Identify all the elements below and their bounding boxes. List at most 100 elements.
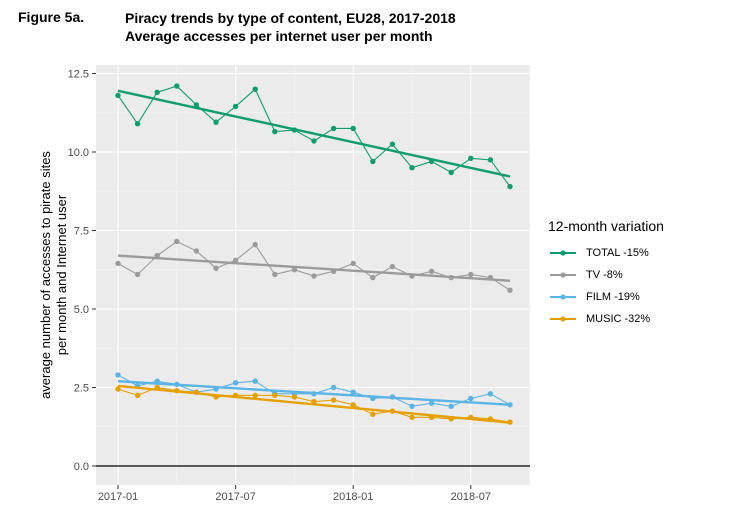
point-music (311, 398, 317, 405)
point-tv (134, 271, 141, 278)
point-music (487, 416, 494, 422)
point-film (409, 403, 415, 410)
point-tv (252, 241, 258, 248)
y-tick-label: 12.5 (68, 69, 89, 81)
point-music (448, 416, 454, 422)
point-total (291, 127, 298, 133)
point-tv (428, 268, 435, 275)
legend-label-music: MUSIC -32% (586, 313, 651, 325)
point-total (448, 169, 454, 176)
point-music (174, 387, 180, 394)
point-tv (174, 238, 180, 245)
point-total (174, 83, 180, 89)
point-total (252, 86, 258, 92)
x-tick-label: 2017-01 (98, 491, 138, 503)
point-tv (213, 265, 219, 271)
y-axis-label-line2: per month and Internet user (54, 194, 69, 355)
point-music (232, 392, 239, 399)
point-film (330, 384, 337, 391)
point-total (115, 92, 121, 99)
legend-label-total: TOTAL -15% (586, 247, 649, 259)
point-music (507, 419, 513, 425)
point-tv (370, 274, 376, 281)
x-tick-label: 2018-01 (333, 491, 373, 503)
point-film (174, 381, 180, 388)
axis-ticks: 0.0 2.5 5.0 7.5 10.0 12.5 2017-01 2017-07 2018-0… (68, 69, 491, 504)
point-total (487, 157, 494, 163)
point-music (409, 414, 415, 421)
y-tick-label: 10.0 (68, 147, 89, 159)
point-total (409, 165, 415, 171)
figure-label: Figure 5a. (18, 9, 85, 25)
point-music (115, 386, 121, 392)
point-total (389, 141, 396, 147)
point-film (428, 400, 435, 406)
point-music (213, 394, 219, 400)
legend-item-film: FILM -19% (548, 286, 664, 308)
legend-key-music (550, 316, 576, 322)
legend-key-film (550, 294, 576, 300)
point-film (115, 372, 121, 378)
point-total (311, 138, 317, 144)
point-music (428, 414, 435, 421)
y-tick-label: 7.5 (74, 226, 89, 238)
y-axis-label-line1: average number of accesses to pirate sit… (38, 151, 53, 399)
point-music (370, 411, 376, 417)
trend-line-tv (117, 254, 511, 282)
point-film (448, 403, 454, 410)
point-tv (389, 263, 396, 270)
point-film (389, 394, 396, 400)
point-total (370, 158, 376, 165)
point-film (487, 391, 494, 397)
point-tv (232, 257, 239, 264)
point-tv (507, 287, 513, 293)
point-music (272, 392, 278, 399)
point-music (154, 384, 160, 391)
point-total (468, 155, 474, 161)
point-tv (272, 271, 278, 278)
point-total (272, 128, 278, 135)
legend-key-tv (550, 272, 576, 278)
y-tick-label: 2.5 (74, 383, 89, 395)
point-music (389, 408, 396, 414)
point-tv (193, 248, 200, 254)
series-layer (115, 83, 513, 425)
point-music (291, 394, 298, 400)
legend-label-tv: TV -8% (586, 269, 623, 281)
y-tick-label: 0.0 (74, 461, 89, 473)
point-tv (330, 268, 337, 275)
chart-title: Piracy trends by type of content, EU28, … (125, 9, 456, 45)
point-total (213, 119, 219, 125)
point-total (428, 158, 435, 165)
legend-key-total (550, 250, 576, 256)
legend: 12-month variation TOTAL -15% TV -8% FIL… (548, 218, 664, 330)
point-music (330, 397, 337, 403)
point-music (350, 402, 356, 408)
point-film (350, 389, 356, 395)
point-tv (291, 267, 298, 273)
point-tv (350, 260, 356, 267)
point-film (507, 402, 513, 408)
chart-title-line2: Average accesses per internet user per m… (125, 28, 433, 44)
point-film (370, 395, 376, 402)
point-film (213, 386, 219, 392)
point-total (330, 125, 337, 132)
x-tick-label: 2018-07 (451, 491, 491, 503)
point-music (193, 389, 200, 395)
legend-title: 12-month variation (548, 218, 664, 234)
point-tv (409, 273, 415, 279)
y-tick-label: 5.0 (74, 304, 89, 316)
point-film (232, 380, 239, 386)
legend-item-music: MUSIC -32% (548, 308, 664, 330)
legend-label-film: FILM -19% (586, 291, 640, 303)
point-total (350, 125, 356, 132)
chart-title-line1: Piracy trends by type of content, EU28, … (125, 10, 456, 26)
point-tv (154, 252, 160, 259)
x-tick-label: 2017-07 (215, 491, 255, 503)
point-tv (311, 273, 317, 279)
point-total (507, 183, 513, 190)
point-tv (448, 274, 454, 281)
point-tv (468, 271, 474, 278)
point-music (468, 414, 474, 421)
